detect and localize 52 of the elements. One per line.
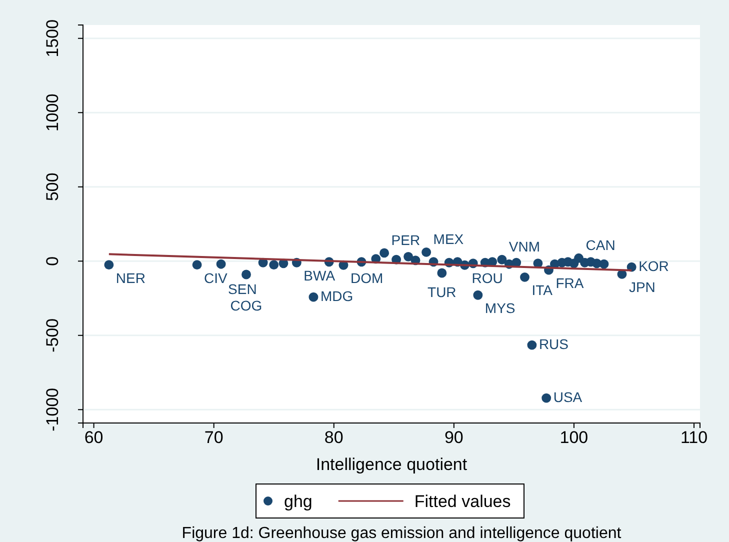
data-label: CAN bbox=[586, 237, 616, 254]
legend-label: Fitted values bbox=[414, 492, 511, 511]
point bbox=[520, 272, 530, 282]
point bbox=[527, 340, 537, 350]
data-label: NER bbox=[116, 270, 146, 286]
point bbox=[599, 259, 609, 269]
data-label: CIV bbox=[204, 270, 228, 286]
data-label: PER bbox=[391, 232, 420, 248]
data-label: COG bbox=[230, 297, 262, 314]
point bbox=[242, 270, 251, 280]
point bbox=[104, 260, 114, 270]
data-label: JPN bbox=[628, 279, 656, 296]
data-label: KOR bbox=[638, 258, 669, 274]
legend-label: ghg bbox=[284, 492, 312, 511]
data-label: FRA bbox=[556, 275, 584, 292]
data-label: SEN bbox=[228, 281, 257, 298]
point bbox=[422, 248, 432, 257]
x-tick-label: 110 bbox=[680, 428, 708, 448]
data-label: MYS bbox=[484, 300, 516, 316]
data-label: VNM bbox=[508, 238, 540, 255]
x-tick-label: 80 bbox=[324, 428, 344, 448]
point bbox=[404, 252, 414, 262]
x-axis-title: Intelligence quotient bbox=[316, 455, 468, 474]
data-label: ITA bbox=[532, 282, 554, 298]
y-tick-label: -1000 bbox=[42, 388, 62, 432]
point bbox=[380, 248, 390, 258]
data-label: BWA bbox=[304, 268, 336, 284]
data-label: DOM bbox=[350, 270, 384, 286]
x-tick-label: 100 bbox=[560, 428, 588, 448]
data-label: ROU bbox=[472, 270, 503, 286]
data-label: MDG bbox=[320, 288, 354, 304]
x-tick-label: 90 bbox=[444, 428, 464, 448]
point bbox=[497, 254, 507, 264]
y-tick-label: 0 bbox=[42, 256, 62, 266]
x-tick-label: 70 bbox=[204, 428, 224, 448]
point bbox=[542, 393, 552, 403]
data-label: RUS bbox=[538, 336, 569, 352]
point bbox=[308, 292, 318, 302]
text: Figure 1d: Greenhouse gas emission and intelligence quotient bbox=[182, 525, 622, 542]
y-tick-label: -500 bbox=[42, 318, 62, 352]
point bbox=[269, 260, 279, 270]
point bbox=[192, 260, 202, 270]
point bbox=[437, 268, 447, 278]
y-tick-label: 1000 bbox=[42, 94, 62, 132]
point bbox=[473, 290, 483, 300]
data-label: MEX bbox=[433, 231, 464, 248]
data-label: TUR bbox=[428, 284, 456, 300]
point bbox=[216, 259, 226, 269]
data-label: USA bbox=[553, 389, 583, 406]
y-tick-label: 1500 bbox=[42, 19, 62, 58]
y-tick-label: 500 bbox=[42, 172, 62, 202]
x-tick-label: 60 bbox=[84, 428, 104, 448]
